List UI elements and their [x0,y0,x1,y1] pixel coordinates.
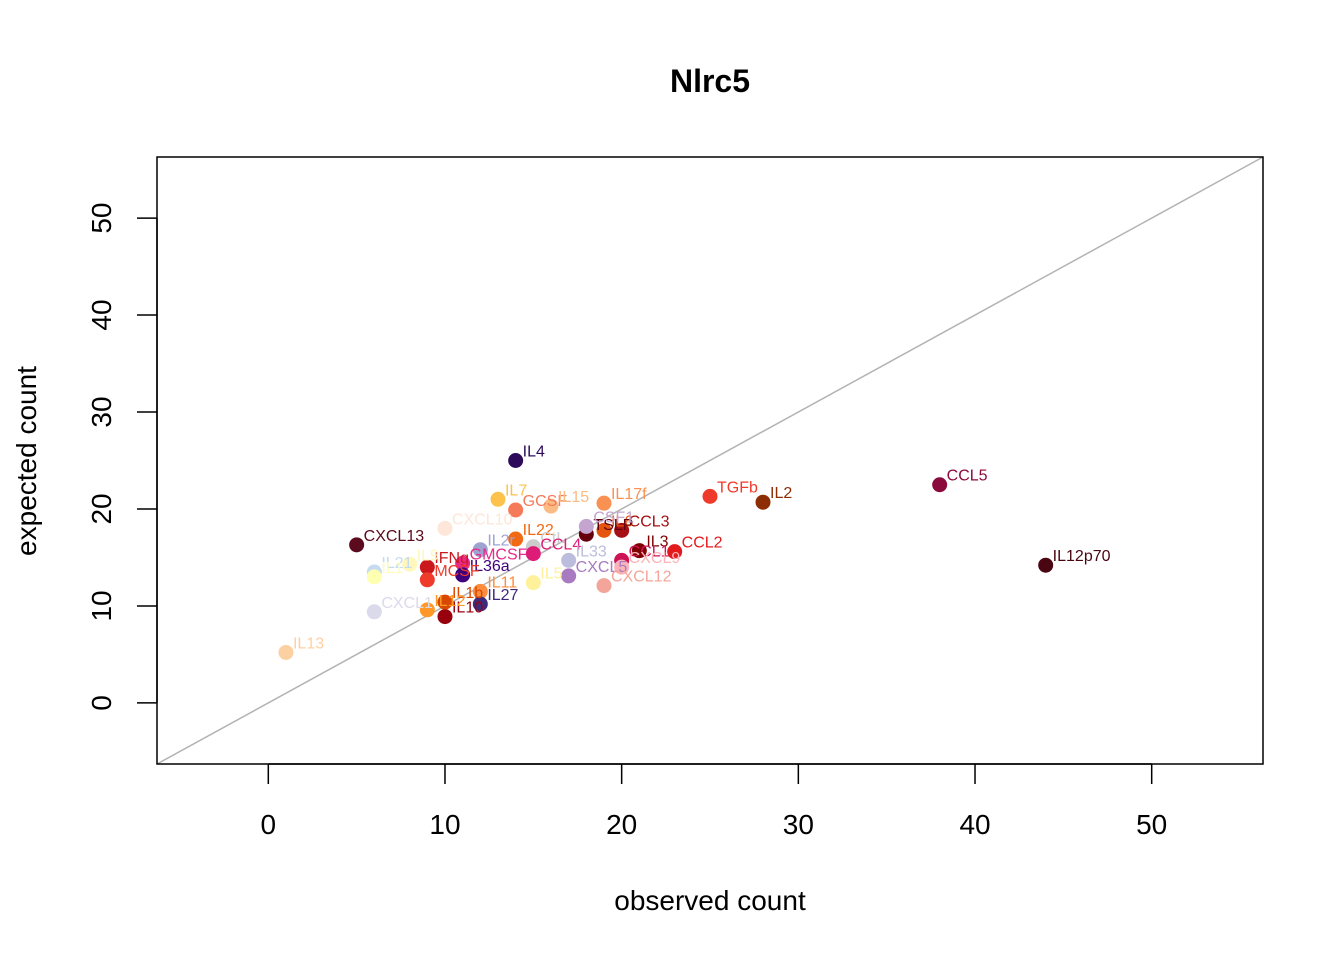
y-tick-label: 10 [86,590,117,621]
data-point [419,559,435,575]
data-point [596,522,612,538]
data-point [702,488,718,504]
data-point [366,569,382,585]
y-tick-label: 50 [86,203,117,234]
x-axis: 0 10 20 30 40 50 [261,763,1167,840]
y-tick-label: 40 [86,299,117,330]
point-label: IL15 [558,489,589,506]
data-point [419,572,435,588]
point-label: CCL1 [629,543,670,560]
point-label: IL4 [523,444,545,461]
point-label: GMCSF [470,546,528,563]
point-label: IL21 [381,555,412,572]
point-label: CCL5 [947,468,988,485]
point-label: CCL3 [629,513,670,530]
point-label: IL6 [611,513,633,530]
point-label: IL27 [487,587,518,604]
data-point [278,644,294,660]
data-point [614,559,630,575]
point-label: IL17f [611,486,647,503]
data-point [508,502,524,518]
data-point [402,556,418,572]
point-label: CXCL10 [452,511,513,528]
chart-title: Nlrc5 [670,63,750,99]
point-label: IL10 [452,600,483,617]
point-label: CXCL13 [364,528,425,545]
point-label: IL7 [505,482,527,499]
point-label: IL2 [770,485,792,502]
point-label: IL1 [381,560,403,577]
y-axis: 0 10 20 30 40 50 [86,203,158,711]
data-point [472,583,488,599]
data-point [508,453,524,468]
data-point [455,567,471,583]
point-label: TGFb [717,479,758,496]
point-label: IL2r [487,533,515,550]
x-tick-label: 20 [606,809,637,840]
point-label: GCSF [523,493,568,510]
y-tick-label: 20 [86,493,117,524]
data-point [525,575,541,591]
point-label: IL1b [452,585,483,602]
data-point [543,498,559,514]
data-point [667,544,683,560]
data-point [508,531,524,547]
point-label: CXCL5 [576,559,628,576]
data-point [490,491,506,507]
data-point [596,578,612,594]
point-label: IL13 [293,635,324,652]
data-point [366,604,382,620]
data-point [578,518,594,534]
data-point [455,555,471,571]
data-point [755,494,771,510]
data-point [561,552,577,568]
x-axis-label: observed count [614,885,806,916]
point-label: IL33 [576,543,607,560]
point-label: MCSF [434,563,480,580]
y-axis-label: expected count [11,366,42,556]
reference-line [156,156,1264,765]
data-point [596,495,612,511]
x-tick-label: 10 [429,809,460,840]
data-point [349,537,365,553]
point-label: CSF1 [593,509,634,526]
point-label: CtL [540,530,565,547]
data-point [1038,557,1054,573]
point-label: IL12 [434,593,465,610]
point-label: CXCL12 [611,569,672,586]
x-tick-label: 0 [261,809,277,840]
point-label: CCL2 [682,535,723,552]
y-tick-label: 30 [86,396,117,427]
data-point [437,594,453,610]
point-label: IL3 [646,534,668,551]
data-point [525,546,541,562]
data-point [472,596,488,612]
point-label: IL5 [540,566,562,583]
data-point [932,477,948,493]
data-point [472,542,488,558]
data-point [614,522,630,538]
point-label: IL36a [470,558,510,575]
point-label: IL22 [523,522,554,539]
point-label: IFNg [434,550,469,567]
x-tick-label: 30 [783,809,814,840]
data-point [419,602,435,618]
point-label: IL12p70 [1053,548,1111,565]
point-label: TSLP [593,517,633,534]
data-point [437,609,453,625]
data-point [437,520,453,536]
point-label: CXCL9 [629,550,681,567]
x-tick-label: 40 [959,809,990,840]
data-point [561,568,577,584]
point-label: IL11 [487,574,517,591]
point-label: IL9 [417,547,439,564]
point-label: CCL4 [540,537,581,554]
y-tick-label: 0 [86,695,117,711]
x-tick-label: 50 [1136,809,1167,840]
point-label: CXCL1 [381,595,433,612]
data-point [631,543,647,559]
